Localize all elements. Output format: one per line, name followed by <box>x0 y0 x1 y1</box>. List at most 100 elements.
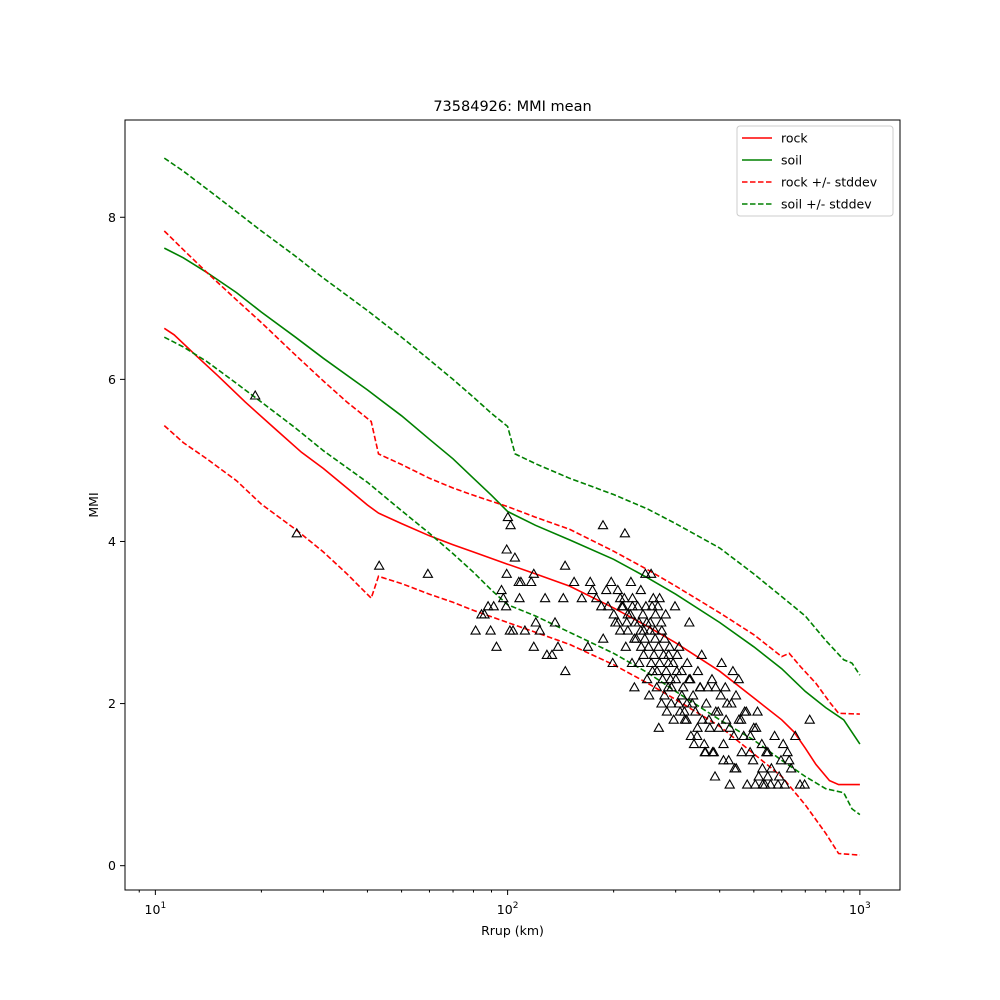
observation-point <box>673 697 685 708</box>
observation-point <box>638 649 650 659</box>
observation-point <box>645 568 657 578</box>
observation-point <box>612 616 624 627</box>
observation-points <box>249 389 816 789</box>
observation-point <box>557 592 569 603</box>
observation-point <box>700 697 712 708</box>
observation-point <box>657 673 669 684</box>
observation-point <box>645 657 657 668</box>
observation-point <box>659 632 671 643</box>
observation-point <box>649 632 661 643</box>
observation-point <box>576 592 588 603</box>
observation-point <box>720 714 732 724</box>
series-line-4 <box>163 157 861 676</box>
observation-point <box>716 657 728 668</box>
legend-box <box>736 125 894 217</box>
chart-title: 73584926: MMI mean <box>433 99 591 115</box>
observation-point <box>704 722 716 732</box>
observation-point <box>688 738 700 749</box>
observation-point <box>622 624 634 635</box>
observation-point <box>765 762 777 773</box>
observation-point <box>756 762 768 773</box>
observation-point <box>539 592 551 603</box>
observation-point <box>735 714 747 724</box>
observation-point <box>715 689 727 700</box>
observation-point <box>643 641 655 651</box>
observation-point <box>655 697 668 708</box>
observation-point <box>291 527 303 538</box>
observation-point <box>729 762 741 773</box>
observation-point <box>799 778 811 789</box>
observation-point <box>612 584 624 595</box>
observation-point <box>501 543 513 554</box>
observation-point <box>665 681 678 692</box>
observation-point <box>586 584 599 595</box>
observation-point <box>502 511 514 522</box>
observation-point <box>668 714 680 724</box>
observation-point <box>727 665 739 676</box>
observation-point <box>619 527 631 538</box>
observation-point <box>639 568 651 578</box>
observation-point <box>509 551 521 562</box>
x-axis-label: Rrup (km) <box>481 923 544 938</box>
observation-point <box>597 519 609 530</box>
observation-point <box>707 746 719 757</box>
observation-point <box>546 649 558 659</box>
observation-point <box>710 681 722 692</box>
observation-point <box>669 600 681 611</box>
observation-point <box>683 616 695 627</box>
observation-point <box>699 746 711 757</box>
x-axis: 101 102 103 <box>138 890 871 917</box>
observation-point <box>730 689 742 700</box>
observation-point <box>736 746 748 757</box>
observation-point <box>635 584 647 595</box>
observation-point <box>738 730 750 741</box>
observation-point <box>647 592 659 603</box>
observation-point <box>639 632 651 643</box>
y-tick-label: 2 <box>108 696 116 711</box>
observation-point <box>614 624 626 635</box>
legend-label: rock +/- stddev <box>781 175 878 190</box>
observation-point <box>781 746 794 757</box>
observation-point <box>783 754 795 765</box>
observation-point <box>724 722 736 732</box>
observation-point <box>680 714 693 724</box>
observation-point <box>656 624 668 635</box>
observation-point <box>519 624 531 635</box>
observation-point <box>528 568 540 578</box>
observation-point <box>724 778 736 789</box>
observation-point <box>653 641 665 651</box>
series-line-3 <box>163 425 860 856</box>
observation-point <box>689 705 701 716</box>
observation-point <box>760 746 772 757</box>
observation-point <box>741 778 753 789</box>
observation-point <box>651 681 663 692</box>
observation-point <box>568 576 580 587</box>
observation-point <box>633 616 645 627</box>
observation-point <box>497 592 509 603</box>
observation-point <box>646 665 659 676</box>
observation-point <box>597 632 609 643</box>
observation-point <box>501 568 513 578</box>
y-tick-label: 4 <box>108 534 116 549</box>
observation-point <box>733 673 745 684</box>
observation-point <box>478 608 491 619</box>
observation-point <box>671 649 683 659</box>
y-tick-label: 0 <box>108 858 116 873</box>
observation-point <box>717 754 730 765</box>
observation-point <box>664 673 677 684</box>
observation-point <box>470 624 482 635</box>
series-line-0 <box>163 327 860 786</box>
observation-point <box>702 681 714 692</box>
legend-label: soil <box>781 153 802 168</box>
observation-point <box>422 568 434 578</box>
observation-point <box>728 730 740 741</box>
observation-point <box>534 624 546 635</box>
observation-point <box>757 778 769 789</box>
observation-point <box>249 389 261 400</box>
observation-point <box>626 600 638 611</box>
observation-point <box>552 641 564 651</box>
observation-point <box>740 705 752 716</box>
observation-point <box>673 641 685 651</box>
observation-point <box>635 641 647 651</box>
